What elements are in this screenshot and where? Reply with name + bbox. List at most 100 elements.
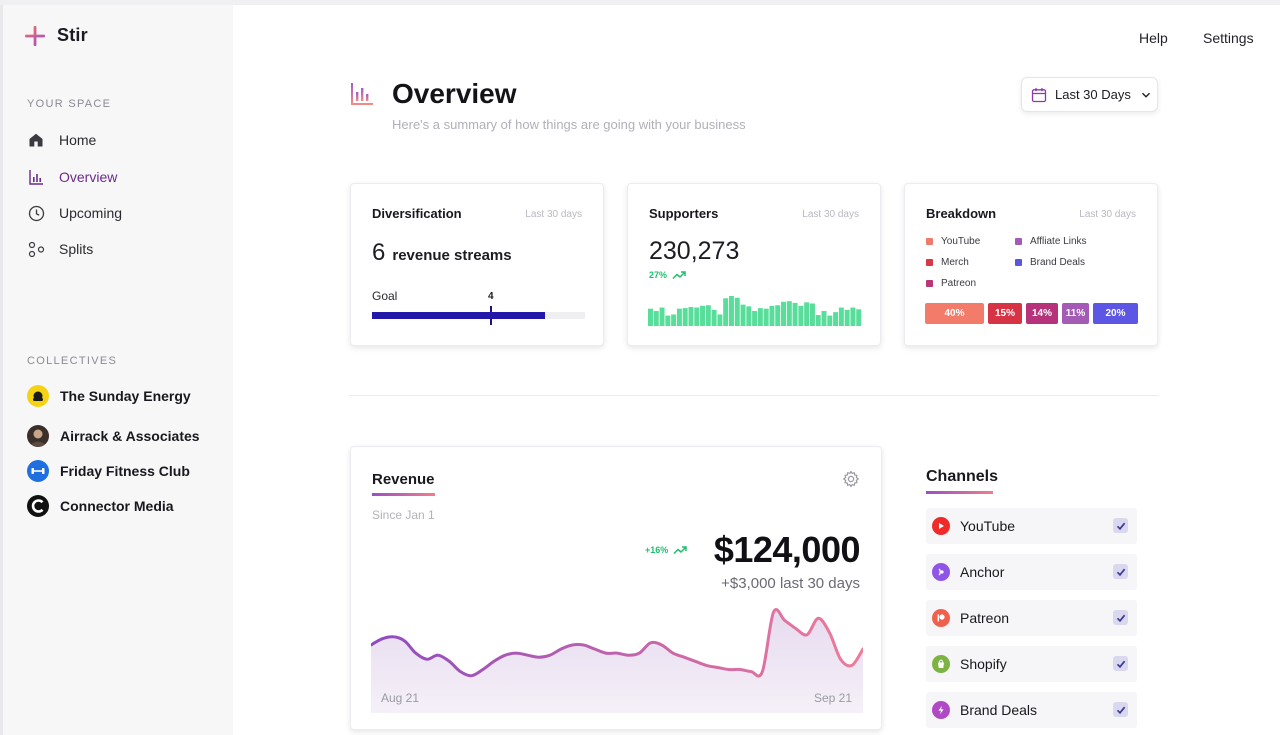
- channel-row-patreon[interactable]: Patreon: [926, 600, 1137, 636]
- connector-media-icon: [27, 495, 49, 517]
- nav-item-upcoming[interactable]: Upcoming: [27, 204, 122, 222]
- supporters-bar: [792, 302, 798, 326]
- segment-affiliate-links: 11%: [1062, 303, 1089, 324]
- supporters-bar: [705, 305, 711, 326]
- legend-patreon: Patreon: [926, 278, 976, 289]
- collective-friday-fitness-club[interactable]: Friday Fitness Club: [27, 460, 190, 482]
- supporters-bar: [671, 314, 677, 326]
- supporters-title: Supporters: [649, 206, 719, 221]
- anchor-icon: [932, 563, 950, 581]
- legend-merch: Merch: [926, 257, 969, 268]
- stir-logo-icon: [25, 25, 45, 46]
- shopify-icon: [932, 655, 950, 673]
- channel-row-brand-deals[interactable]: Brand Deals: [926, 692, 1137, 728]
- nav-item-home[interactable]: Home: [27, 131, 96, 149]
- collective-label: The Sunday Energy: [60, 388, 191, 404]
- diversification-meta: Last 30 days: [525, 209, 582, 220]
- revenue-change: +16%: [645, 545, 688, 555]
- calendar-icon: [1031, 87, 1047, 102]
- revenue-end-label: Sep 21: [813, 691, 852, 705]
- gear-icon[interactable]: [842, 470, 860, 488]
- legend-swatch: [1015, 238, 1022, 245]
- airrack-avatar: [27, 425, 49, 447]
- help-link[interactable]: Help: [1139, 30, 1168, 46]
- collective-connector-media[interactable]: Connector Media: [27, 495, 174, 517]
- legend-swatch: [926, 259, 933, 266]
- channel-label: Anchor: [960, 564, 1005, 580]
- supporters-bar: [763, 308, 769, 326]
- revenue-recent: +$3,000 last 30 days: [721, 575, 860, 592]
- supporters-bar: [676, 308, 682, 326]
- lightning-icon: [932, 701, 950, 719]
- legend-label: YouTube: [941, 236, 981, 247]
- channel-checkbox[interactable]: [1113, 564, 1128, 579]
- legend-swatch: [1015, 259, 1022, 266]
- supporters-bar: [740, 304, 746, 326]
- supporters-bar: [798, 305, 804, 326]
- collective-airrack-associates[interactable]: Airrack & Associates: [27, 425, 200, 447]
- legend-swatch: [926, 280, 933, 287]
- revenue-total: $124,000: [713, 529, 861, 570]
- channel-checkbox[interactable]: [1113, 518, 1128, 533]
- date-range-label: Last 30 Days: [1055, 87, 1131, 102]
- page-subtitle: Here's a summary of how things are going…: [392, 117, 746, 132]
- goal-label: Goal: [372, 289, 398, 303]
- channel-row-anchor[interactable]: Anchor: [926, 554, 1137, 590]
- supporters-bar: [659, 307, 665, 326]
- channel-label: Patreon: [960, 610, 1010, 626]
- supporters-change-value: 27%: [649, 270, 668, 280]
- dumbbell-icon: [27, 460, 49, 482]
- channel-label: Shopify: [960, 656, 1007, 672]
- channel-row-youtube[interactable]: YouTube: [926, 508, 1137, 544]
- nav-label-home: Home: [59, 132, 97, 148]
- settings-link[interactable]: Settings: [1203, 30, 1254, 46]
- revenue-title: Revenue: [372, 471, 435, 488]
- revenue-title-underline: [372, 493, 435, 496]
- date-range-dropdown[interactable]: Last 30 Days: [1021, 77, 1158, 112]
- sunday-energy-avatar: [27, 385, 49, 407]
- breakdown-meta: Last 30 days: [1079, 209, 1136, 220]
- supporters-bar: [648, 308, 653, 326]
- legend-affiliate-links: Affliate Links: [1015, 236, 1087, 247]
- collective-the-sunday-energy[interactable]: The Sunday Energy: [27, 385, 191, 407]
- revenue-streams-label: revenue streams: [392, 247, 512, 264]
- goal-value: 4: [488, 291, 494, 302]
- legend-label: Patreon: [941, 278, 977, 289]
- patreon-icon: [932, 609, 950, 627]
- supporters-bar: [694, 307, 700, 326]
- supporters-bar: [804, 302, 810, 326]
- legend-label: Affliate Links: [1030, 236, 1087, 247]
- supporters-bar: [653, 311, 659, 326]
- channels-title-underline: [926, 491, 993, 494]
- revenue-card: Revenue Since Jan 1 +16% $124,000 +$3,00…: [350, 446, 882, 730]
- supporters-bar: [688, 306, 694, 326]
- supporters-bar: [711, 309, 717, 326]
- channel-label: YouTube: [960, 518, 1016, 534]
- supporters-bar: [752, 311, 758, 326]
- goal-progress-track: [372, 306, 585, 325]
- supporters-bar: [746, 306, 752, 326]
- supporters-bar: [838, 307, 844, 326]
- collective-label: Friday Fitness Club: [60, 463, 190, 479]
- trend-up-icon: [672, 270, 686, 279]
- channel-checkbox[interactable]: [1113, 656, 1128, 671]
- channels-title: Channels: [926, 468, 999, 485]
- channel-row-shopify[interactable]: Shopify: [926, 646, 1137, 682]
- segment-youtube: 40%: [925, 303, 984, 324]
- revenue-line-chart: [371, 608, 863, 713]
- supporters-bar: [786, 301, 792, 326]
- legend-swatch: [926, 238, 933, 245]
- nav-item-splits[interactable]: Splits: [27, 240, 93, 258]
- bar-chart-icon: [27, 168, 45, 186]
- goal-progress-fill: [372, 312, 545, 319]
- diversification-card: Diversification Last 30 days 6 revenue s…: [350, 183, 604, 346]
- revenue-start-label: Aug 21: [381, 691, 420, 705]
- supporters-value: 230,273: [649, 237, 740, 265]
- brand[interactable]: Stir: [25, 25, 88, 46]
- channel-checkbox[interactable]: [1113, 702, 1128, 717]
- nav-item-overview[interactable]: Overview: [27, 168, 117, 186]
- legend-brand-deals: Brand Deals: [1015, 257, 1085, 268]
- channel-checkbox[interactable]: [1113, 610, 1128, 625]
- nav-label-splits: Splits: [59, 241, 94, 257]
- supporters-bar: [682, 308, 688, 326]
